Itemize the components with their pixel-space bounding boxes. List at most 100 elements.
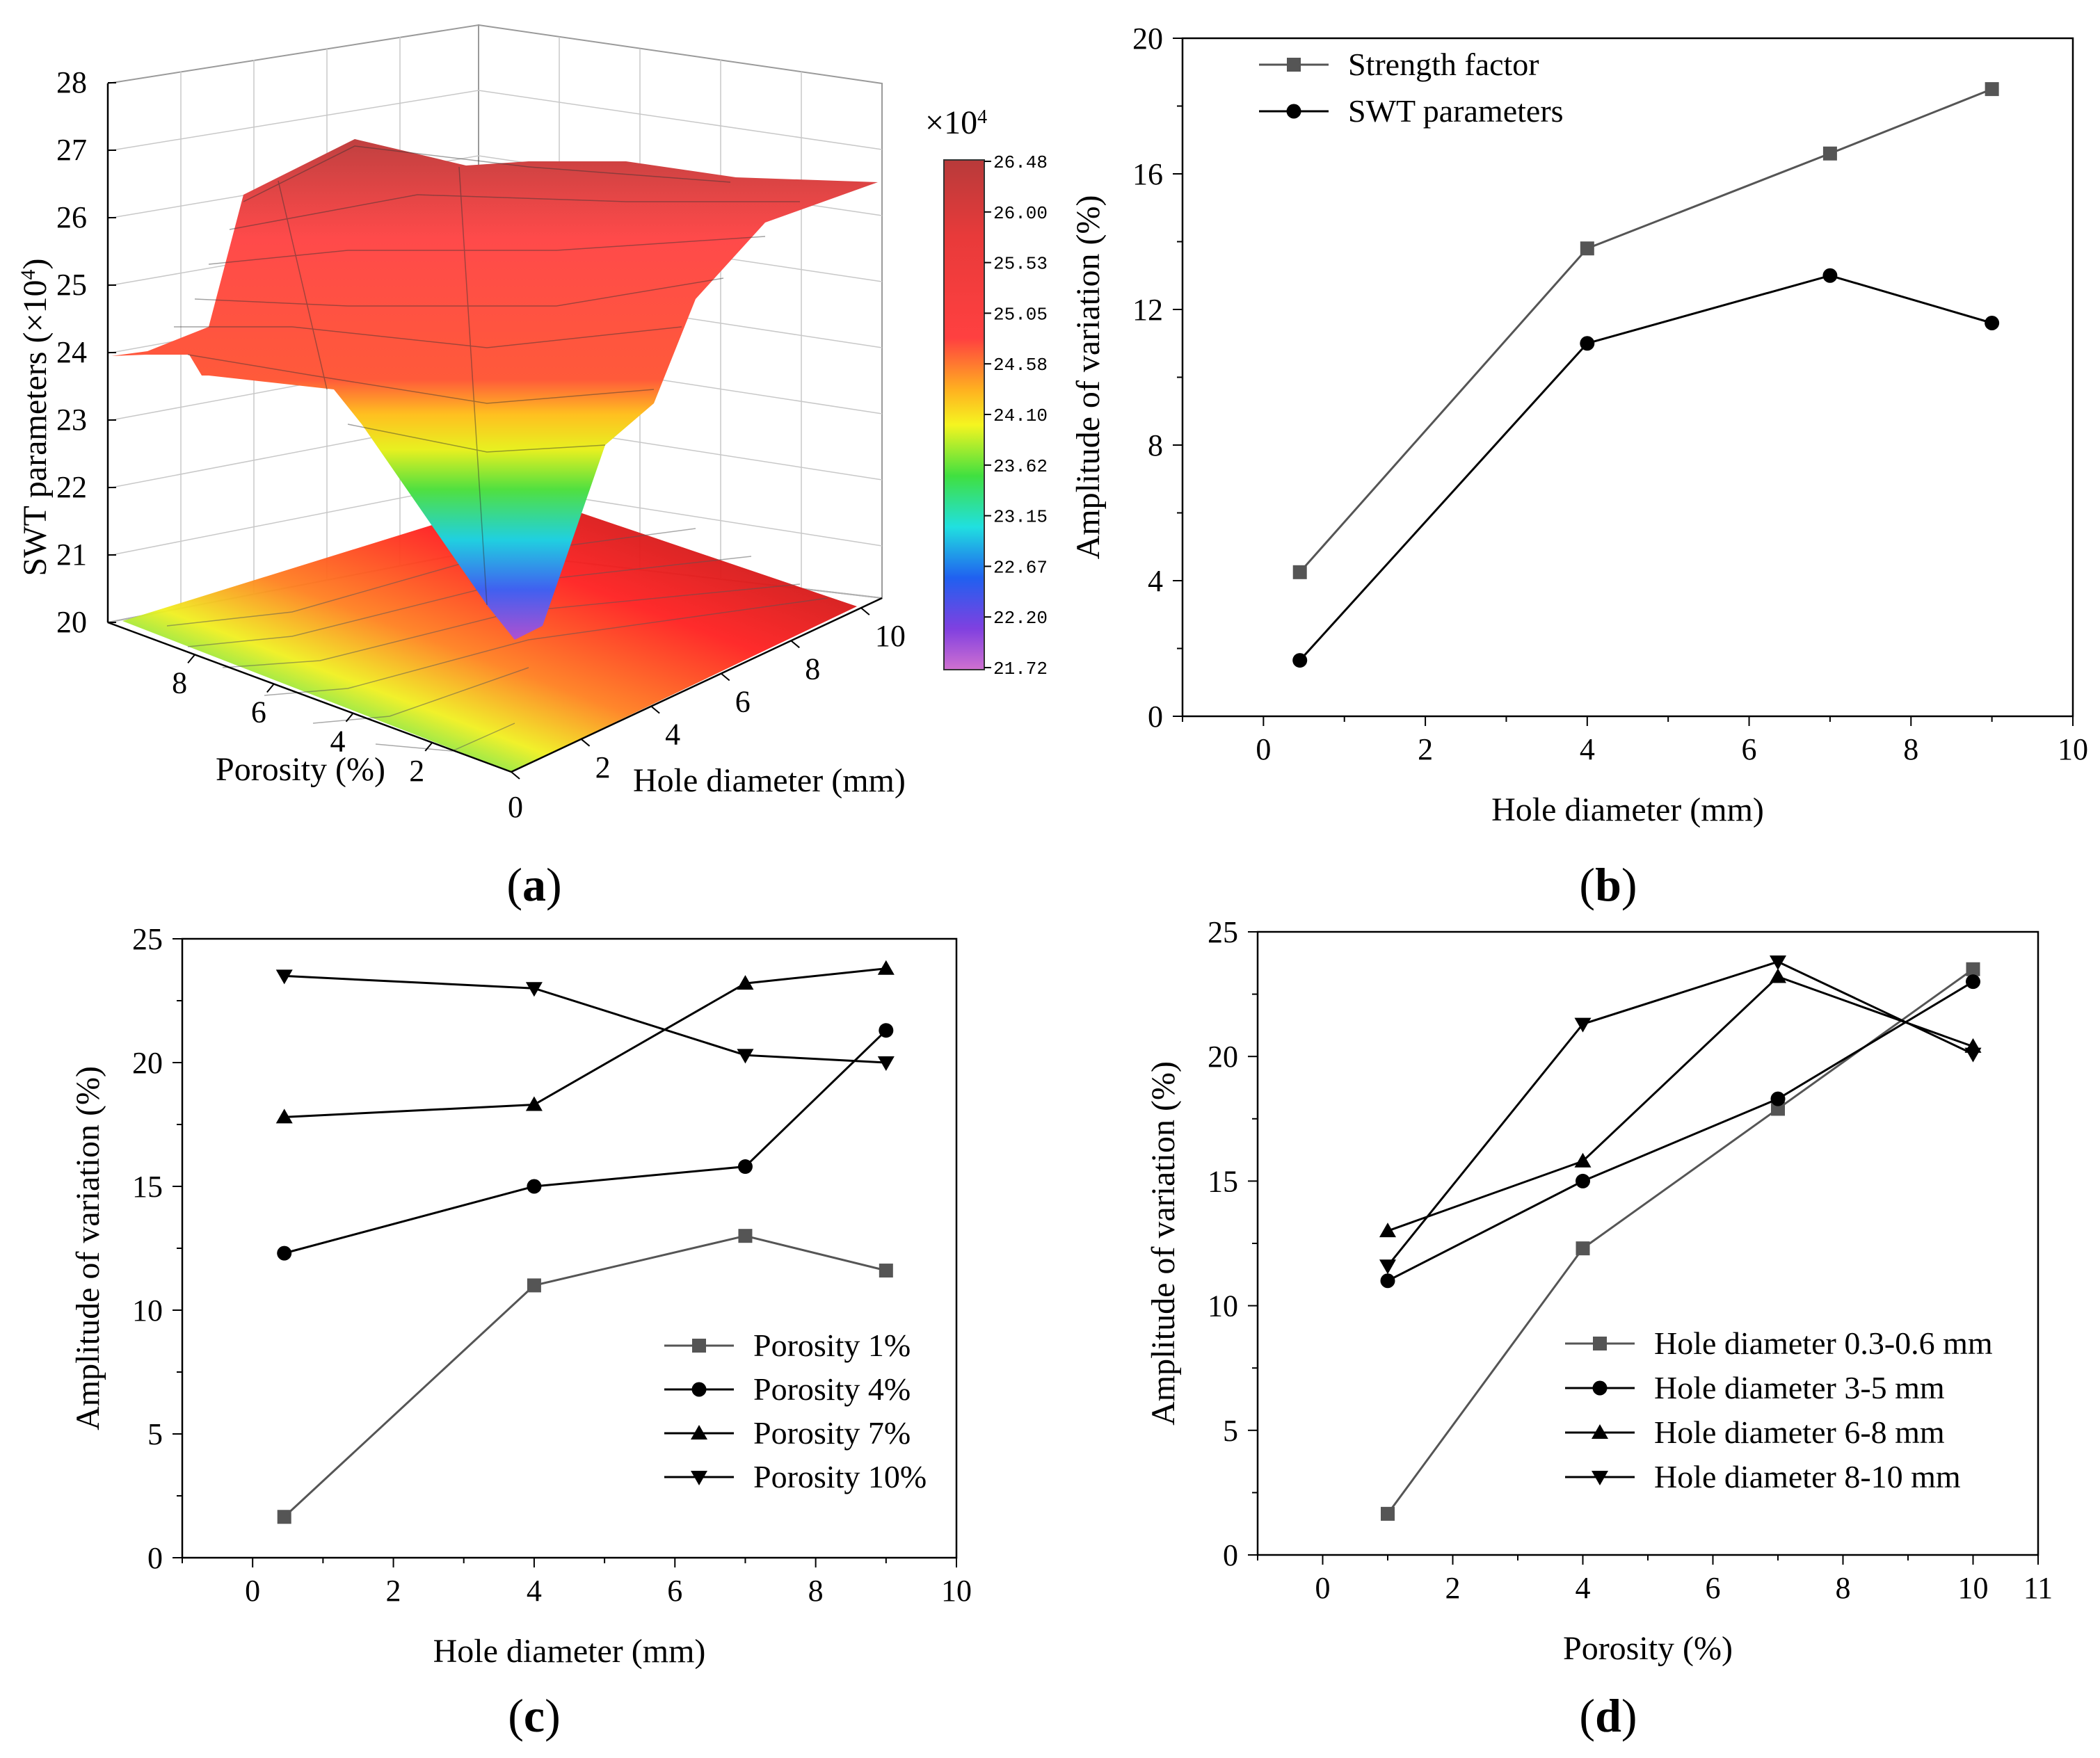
panel-b-series-line [1299,88,1993,573]
panel-d-label: (d) [1579,1689,1637,1742]
panel-b-label: (b) [1579,858,1637,911]
panel-a-x-tick-label: 4 [665,718,680,752]
data-point-marker [1822,146,1837,161]
panel-b-series-2 [1292,268,2000,668]
panel-a-z-tick-label: 22 [56,470,87,504]
panel-a-x-ticks: 0 2 4 6 8 10 [508,607,906,824]
data-point-marker [1292,565,1307,579]
panel-a-z-label: SWT parameters (×104) [17,258,54,576]
panel-d-line-chart: 0 2 4 6 8 10 11 0 5 10 15 20 25 Porosity (%) Amplitude… [1145,915,2053,1742]
panel-d-series-2 [1380,974,1980,1289]
panel-c-series-4 [275,969,895,1071]
panel-a-x-tick-mark [580,739,591,747]
panel-a-y-tick-mark [345,713,354,723]
data-point-marker [691,1425,707,1440]
colorbar-tick-label: 26.48 [993,152,1048,173]
panel-d-y-tick-label: 20 [1208,1040,1238,1074]
panel-a-z-ticks: 20 21 22 23 24 25 26 27 28 [56,65,116,639]
data-point-marker [1580,336,1595,351]
panel-b-legend: Strength factor SWT parameters [1259,47,1564,129]
panel-c-series-line [284,1029,887,1255]
panel-b-y-tick-label: 0 [1148,700,1163,734]
data-point-marker [1574,1017,1592,1033]
data-point-marker [1574,1152,1592,1168]
legend-entry-label: Hole diameter 6-8 mm [1654,1414,1945,1450]
data-point-marker [1985,82,1999,97]
data-point-marker [1286,104,1301,119]
panel-a-z-tick-label: 28 [56,65,87,99]
panel-b-x-tick-label: 2 [1418,732,1433,766]
panel-c-series-3 [275,960,895,1124]
data-point-marker [1770,968,1786,983]
panel-a-z-tick-label: 27 [56,133,87,167]
panel-c-legend: Porosity 1% Porosity 4% Porosity 7% Porosit… [664,1328,927,1494]
data-point-marker [877,1056,895,1071]
data-point-marker [275,1108,293,1124]
panel-a-y-tick-label: 8 [172,666,187,700]
panel-c-x-tick-label: 0 [245,1574,260,1608]
panel-b-x-tick-label: 0 [1256,732,1271,766]
panel-d-x-tick-label: 6 [1706,1571,1721,1605]
panel-c-y-label: Amplitude of variation (%) [70,1066,106,1430]
panel-a-surface-contour-lines [174,145,800,606]
panel-a-surface [111,139,878,640]
data-point-marker [1822,268,1838,283]
panel-d-x-tick-label: 11 [2023,1571,2053,1605]
panel-b-x-tick-label: 10 [2058,732,2088,766]
colorbar-tick-label: 23.62 [993,456,1048,477]
panel-b-axes-frame [1181,37,2074,718]
data-point-marker [737,975,754,990]
panel-b-series-line [1299,274,1993,661]
colorbar-gradient [943,159,985,670]
panel-a-x-tick-label: 10 [875,619,906,653]
data-point-marker [738,1229,753,1243]
data-point-marker [1770,955,1786,971]
panel-a-y-ticks: 2 4 6 8 [172,654,433,788]
data-point-marker [1380,1273,1395,1289]
panel-b-y-label: Amplitude of variation (%) [1070,195,1107,560]
panel-c-y-tick-label: 0 [147,1541,163,1575]
data-point-marker [525,1096,543,1111]
data-point-marker [1381,1506,1395,1521]
data-point-marker [1292,653,1308,668]
panel-a-projected-contour [122,495,857,772]
data-point-marker [879,1023,894,1038]
data-point-marker [275,969,293,985]
data-point-marker [1771,1102,1785,1116]
panel-c-x-tick-label: 2 [386,1574,401,1608]
panel-d-series-1 [1381,962,1980,1521]
panel-d-y-label: Amplitude of variation (%) [1145,1061,1182,1426]
data-point-marker [1379,1259,1396,1275]
data-point-marker [277,1510,291,1524]
panel-b-y-tick-label: 4 [1148,564,1163,598]
data-point-marker [1592,1471,1608,1485]
data-point-marker [1592,1380,1608,1396]
panel-a-y-tick-mark [266,683,275,693]
panel-d-series-line [1386,960,1974,1267]
data-point-marker [1287,58,1301,72]
data-point-marker [1580,241,1594,256]
colorbar-tick-label: 25.05 [993,304,1048,325]
panel-c-x-tick-label: 6 [667,1574,682,1608]
panel-b-y-tick-label: 16 [1132,157,1163,191]
panel-a-y-tick-label: 4 [330,725,346,759]
panel-a-x-tick-mark [511,771,520,780]
panel-d-x-tick-label: 8 [1836,1571,1851,1605]
panel-a-y-label: Porosity (%) [216,751,385,788]
panel-d-series-4 [1379,955,1982,1275]
panel-b-y-tick-label: 20 [1132,22,1163,56]
panel-d-series-3 [1379,968,1982,1238]
data-point-marker [527,1179,542,1194]
legend-entry-label: Hole diameter 3-5 mm [1654,1370,1945,1405]
panel-a-x-tick-mark [721,672,730,682]
panel-b-x-tick-label: 6 [1742,732,1757,766]
panel-a-x-tick-label: 0 [508,790,523,824]
panel-a-colorbar: ×104 26.48 26.00 25.53 25.05 24.58 24.10 23.62… [925,104,1048,679]
legend-entry-label: Hole diameter 8-10 mm [1654,1459,1961,1494]
panel-d-x-tick-label: 0 [1315,1571,1331,1605]
panel-a-x-label: Hole diameter (mm) [633,762,906,799]
data-point-marker [877,960,895,975]
legend-entry-label: SWT parameters [1348,93,1564,129]
